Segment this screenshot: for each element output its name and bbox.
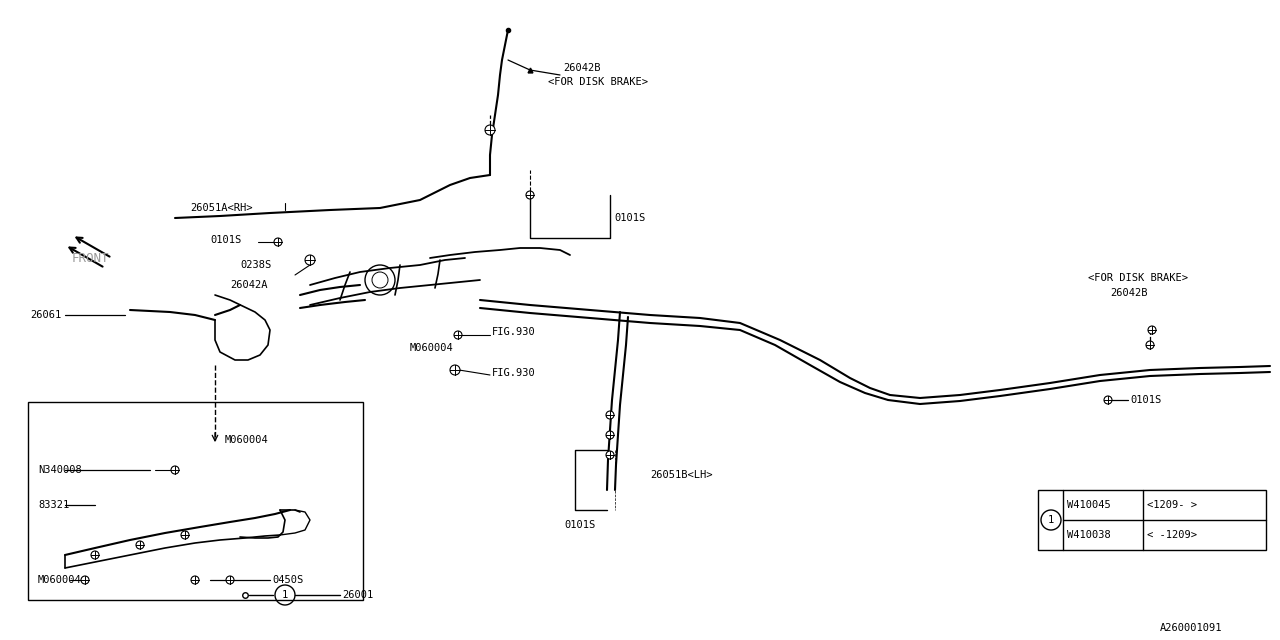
Circle shape [605, 431, 614, 439]
Circle shape [1148, 326, 1156, 334]
Text: 83321: 83321 [38, 500, 69, 510]
Text: 0238S: 0238S [241, 260, 271, 270]
Text: M060004: M060004 [410, 343, 453, 353]
Text: 0101S: 0101S [1130, 395, 1161, 405]
Circle shape [485, 125, 495, 135]
Text: 1: 1 [1048, 515, 1055, 525]
Circle shape [605, 451, 614, 459]
Circle shape [172, 466, 179, 474]
Text: FIG.930: FIG.930 [492, 368, 536, 378]
Bar [28, 402, 364, 600]
Text: M060004: M060004 [38, 575, 82, 585]
Text: 0450S: 0450S [273, 575, 303, 585]
Circle shape [605, 411, 614, 419]
Text: 26001: 26001 [342, 590, 374, 600]
Circle shape [180, 531, 189, 539]
Text: <FOR DISK BRAKE>: <FOR DISK BRAKE> [548, 77, 648, 87]
Text: 26051A<RH>: 26051A<RH> [189, 203, 252, 213]
Circle shape [451, 365, 460, 375]
Circle shape [274, 238, 282, 246]
Text: W410038: W410038 [1068, 530, 1111, 540]
Text: 0101S: 0101S [564, 520, 595, 530]
Circle shape [227, 576, 234, 584]
Circle shape [91, 551, 99, 559]
Circle shape [1146, 341, 1155, 349]
Text: 26061: 26061 [29, 310, 61, 320]
Text: W410045: W410045 [1068, 500, 1111, 510]
Circle shape [136, 541, 143, 549]
Circle shape [1103, 396, 1112, 404]
Text: 26042B: 26042B [1110, 288, 1147, 298]
Text: FRONT: FRONT [72, 252, 109, 264]
Text: M060004: M060004 [225, 435, 269, 445]
Circle shape [454, 331, 462, 339]
Circle shape [191, 576, 198, 584]
Text: <1209- >: <1209- > [1147, 500, 1197, 510]
Circle shape [81, 576, 90, 584]
Text: 1: 1 [282, 590, 288, 600]
Circle shape [305, 255, 315, 265]
Text: FIG.930: FIG.930 [492, 327, 536, 337]
Bar [1038, 490, 1266, 550]
Text: 0101S: 0101S [210, 235, 241, 245]
Text: < -1209>: < -1209> [1147, 530, 1197, 540]
Text: 26051B<LH>: 26051B<LH> [650, 470, 713, 480]
Text: 26042B: 26042B [563, 63, 600, 73]
Text: 0101S: 0101S [614, 213, 645, 223]
Circle shape [526, 191, 534, 199]
Text: N340008: N340008 [38, 465, 82, 475]
Text: 26042A: 26042A [230, 280, 268, 290]
Text: A260001091: A260001091 [1160, 623, 1222, 633]
Text: <FOR DISK BRAKE>: <FOR DISK BRAKE> [1088, 273, 1188, 283]
